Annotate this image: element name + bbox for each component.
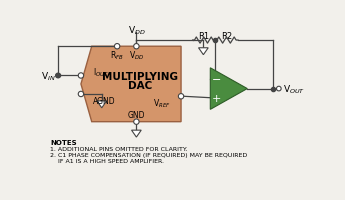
Polygon shape — [210, 68, 247, 110]
Text: V$_{REF}$: V$_{REF}$ — [153, 97, 170, 110]
Text: DAC: DAC — [128, 81, 152, 91]
Text: −: − — [212, 75, 221, 85]
Circle shape — [56, 74, 60, 78]
Polygon shape — [97, 101, 107, 108]
Polygon shape — [131, 130, 141, 137]
Circle shape — [78, 92, 83, 97]
Text: IF A1 IS A HIGH SPEED AMPLIFIER.: IF A1 IS A HIGH SPEED AMPLIFIER. — [50, 158, 164, 163]
Circle shape — [78, 73, 83, 79]
Circle shape — [277, 87, 281, 91]
Polygon shape — [198, 49, 208, 55]
Text: AGND: AGND — [93, 96, 116, 105]
Text: 1. ADDITIONAL PINS OMITTED FOR CLARITY.: 1. ADDITIONAL PINS OMITTED FOR CLARITY. — [50, 146, 188, 151]
Text: V$_{DD}$: V$_{DD}$ — [129, 49, 144, 62]
Circle shape — [134, 44, 139, 50]
Text: I$_{OUT}$: I$_{OUT}$ — [93, 66, 109, 78]
Text: R1: R1 — [198, 32, 209, 41]
Text: NOTES: NOTES — [50, 139, 77, 145]
Text: V$_{DD}$: V$_{DD}$ — [128, 24, 145, 36]
Text: +: + — [212, 93, 221, 103]
Text: 2. C1 PHASE COMPENSATION (IF REQUIRED) MAY BE REQUIRED: 2. C1 PHASE COMPENSATION (IF REQUIRED) M… — [50, 152, 247, 157]
Circle shape — [115, 44, 120, 50]
Circle shape — [134, 119, 139, 125]
Circle shape — [178, 94, 184, 99]
Text: V$_{IN}$: V$_{IN}$ — [41, 70, 56, 82]
Polygon shape — [81, 47, 181, 122]
Text: V$_{OUT}$: V$_{OUT}$ — [283, 83, 305, 95]
Text: MULTIPLYING: MULTIPLYING — [102, 72, 178, 82]
Text: GND: GND — [128, 111, 145, 120]
Text: R$_{FB}$: R$_{FB}$ — [110, 49, 124, 62]
Text: R2: R2 — [221, 32, 232, 41]
